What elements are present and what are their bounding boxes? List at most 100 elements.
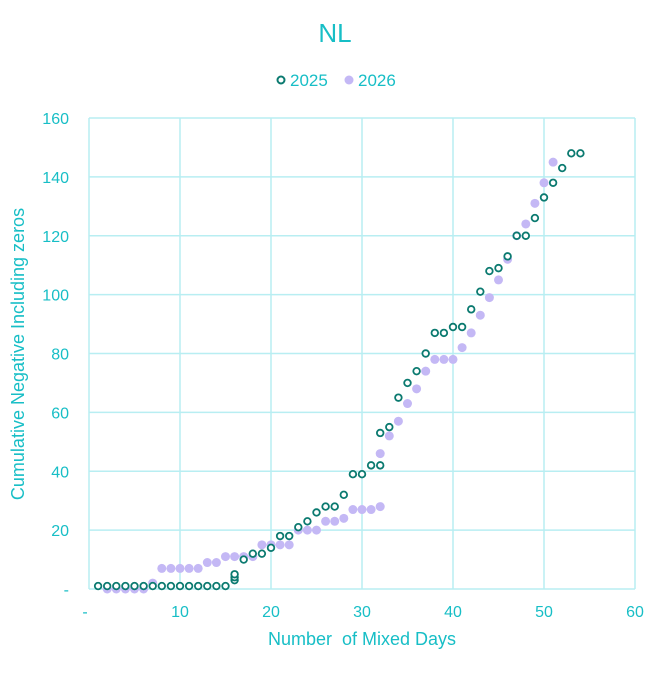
data-point-2025 <box>203 581 212 591</box>
x-tick-label: - <box>82 604 87 621</box>
x-tick-label: 30 <box>353 604 371 621</box>
plot-grid <box>88 117 636 590</box>
data-point-2026 <box>339 513 349 523</box>
x-tick-label: 50 <box>535 604 553 621</box>
data-point-2026 <box>375 502 385 512</box>
data-point-2025 <box>275 531 285 541</box>
legend-label-2025: 2025 <box>290 71 328 90</box>
data-point-2025 <box>157 581 166 591</box>
legend: 2025 2026 <box>276 71 396 90</box>
data-point-2025 <box>512 231 521 240</box>
data-point-2025 <box>494 263 503 273</box>
data-point-2026 <box>366 505 376 515</box>
data-point-2025 <box>412 366 421 376</box>
data-point-2025 <box>221 581 230 591</box>
data-point-2026 <box>521 219 531 229</box>
data-point-2025 <box>339 490 348 499</box>
data-point-2025 <box>576 149 585 158</box>
data-point-2025 <box>403 378 412 388</box>
data-point-2026 <box>184 563 194 573</box>
data-point-2026 <box>193 563 203 573</box>
data-point-2026 <box>430 354 440 364</box>
data-point-2025 <box>439 328 449 338</box>
data-point-2026 <box>466 328 476 338</box>
data-point-2026 <box>321 516 331 526</box>
data-point-2026 <box>412 384 422 394</box>
data-point-2026 <box>275 540 285 550</box>
y-tick-label: 80 <box>51 347 69 364</box>
x-axis-title: Number of Mixed Days <box>268 629 456 649</box>
x-tick-label: 60 <box>626 604 644 621</box>
data-point-2025 <box>175 581 185 591</box>
data-point-2026 <box>357 505 367 515</box>
y-tick-label: 60 <box>51 405 69 422</box>
data-point-2025 <box>294 522 303 532</box>
data-point-2025 <box>166 581 176 591</box>
series-2025 <box>93 149 585 591</box>
data-point-2025 <box>394 393 403 402</box>
data-point-2026 <box>539 178 549 188</box>
data-point-2025 <box>148 581 157 591</box>
data-point-2025 <box>485 266 494 276</box>
data-point-2026 <box>375 449 385 459</box>
x-tick-label: 20 <box>262 604 280 621</box>
data-point-2025 <box>266 543 276 552</box>
data-point-2025 <box>476 287 485 296</box>
legend-label-2026: 2026 <box>358 71 396 90</box>
y-tick-label: 140 <box>42 170 69 187</box>
data-point-2025 <box>93 581 103 591</box>
data-point-2025 <box>430 328 439 338</box>
series-2026 <box>102 157 558 594</box>
chart-title: NL <box>318 18 351 48</box>
data-point-2026 <box>166 563 176 573</box>
data-point-2026 <box>393 416 403 426</box>
data-point-2025 <box>121 581 130 591</box>
data-point-2025 <box>303 517 312 526</box>
y-tick-label: - <box>64 582 69 599</box>
data-point-2026 <box>348 505 358 515</box>
data-point-2025 <box>385 422 394 432</box>
data-point-2025 <box>503 252 512 261</box>
data-point-2026 <box>157 563 167 573</box>
data-point-2025 <box>212 581 221 591</box>
x-tick-label: 10 <box>171 604 189 621</box>
data-point-2025 <box>112 581 121 591</box>
x-tick-label: 40 <box>444 604 462 621</box>
data-point-2026 <box>211 558 221 568</box>
data-point-2025 <box>467 305 476 314</box>
legend-marker-2026 <box>344 75 354 85</box>
data-point-2026 <box>548 157 558 167</box>
data-point-2026 <box>475 310 485 320</box>
data-point-2026 <box>530 198 540 208</box>
legend-marker-2025 <box>276 75 286 85</box>
data-point-2025 <box>139 581 148 591</box>
y-axis-title: Cumulative Negative Including zeros <box>8 208 28 500</box>
data-point-2026 <box>202 558 212 568</box>
y-tick-label: 160 <box>42 111 69 128</box>
data-point-2025 <box>376 461 385 470</box>
data-point-2026 <box>230 552 240 562</box>
data-point-2026 <box>421 366 431 376</box>
data-point-2025 <box>102 581 112 591</box>
data-point-2025 <box>366 461 376 470</box>
data-point-2026 <box>312 525 321 535</box>
data-point-2025 <box>548 178 558 187</box>
data-point-2025 <box>130 581 139 591</box>
data-point-2025 <box>421 349 430 358</box>
data-point-2025 <box>530 213 540 223</box>
data-point-2025 <box>376 428 385 438</box>
y-axis-ticks: - 20 40 60 80 100 120 140 160 <box>42 111 69 599</box>
data-point-2025 <box>521 231 530 240</box>
data-point-2025 <box>193 581 203 591</box>
data-point-2026 <box>439 354 449 364</box>
data-point-2025 <box>539 193 549 202</box>
data-point-2026 <box>484 293 494 303</box>
data-point-2025 <box>285 531 294 541</box>
x-axis-ticks: - 10 20 30 40 50 60 <box>82 604 644 621</box>
data-point-2026 <box>494 275 503 285</box>
y-tick-label: 20 <box>51 523 69 540</box>
data-point-2025 <box>558 163 567 173</box>
data-point-2026 <box>257 540 267 550</box>
data-point-2026 <box>457 343 467 353</box>
